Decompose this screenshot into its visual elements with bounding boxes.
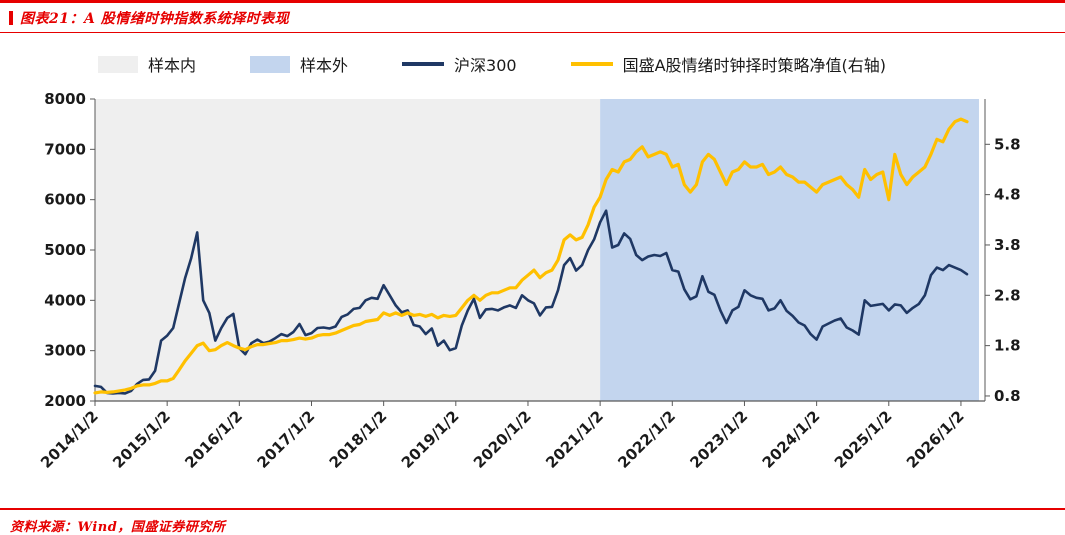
strategy-nav-swatch	[570, 62, 613, 66]
x-axis-tick-label: 2018/1/2	[326, 407, 391, 472]
source-note: 资料来源：Wind，国盛证券研究所	[10, 520, 226, 535]
title-accent-bar	[9, 11, 13, 25]
figure-title: 图表21：A 股情绪时钟指数系统择时表现	[20, 11, 290, 27]
legend-label: 沪深300	[454, 56, 517, 75]
timing-performance-chart: 2000 3000 4000 5000 6000 7000 8000 0.8 1.8 2.8 3.8…	[37, 90, 1021, 472]
left-axis-tick-label: 5000	[44, 241, 86, 259]
x-axis-tick-label: 2017/1/2	[254, 407, 319, 472]
x-axis-tick-label: 2020/1/2	[470, 407, 535, 472]
right-axis-tick-label: 2.8	[994, 286, 1021, 304]
x-axis-tick-label: 2022/1/2	[614, 407, 679, 472]
right-axis-tick-label: 3.8	[994, 236, 1021, 254]
x-axis-tick-label: 2015/1/2	[109, 407, 174, 472]
left-axis-tick-label: 3000	[44, 342, 86, 360]
left-axis-tick-label: 6000	[44, 191, 86, 209]
x-axis-tick-label: 2019/1/2	[398, 407, 463, 472]
legend-label: 样本外	[300, 56, 349, 75]
legend-item-strategy-nav: 国盛A股情绪时钟择时策略净值(右轴)	[570, 52, 887, 76]
legend-label: 样本内	[148, 56, 197, 75]
csi300-swatch	[402, 62, 445, 66]
legend-item-csi300: 沪深300	[402, 52, 517, 76]
legend-item-in-sample: 样本内	[98, 52, 196, 76]
x-axis-tick-label: 2016/1/2	[181, 407, 246, 472]
title-divider	[0, 32, 1065, 33]
legend-item-out-of-sample: 样本外	[250, 52, 348, 76]
in-sample-region	[95, 99, 601, 401]
strategy-nav-line	[93, 117, 969, 395]
x-axis-tick-label: 2023/1/2	[687, 407, 752, 472]
x-axis-tick-label: 2025/1/2	[831, 407, 896, 472]
chart-legend: 样本内 样本外 沪深300 国盛A股情绪时钟择时策略净值(右轴)	[98, 49, 1065, 79]
x-axis-tick-label: 2021/1/2	[542, 407, 607, 472]
in-sample-swatch	[98, 55, 138, 73]
x-axis-tick-label: 2014/1/2	[37, 407, 102, 472]
out-of-sample-region	[600, 99, 979, 401]
right-axis-tick-label: 0.8	[994, 387, 1021, 405]
top-divider	[0, 0, 1065, 3]
out-of-sample-swatch	[250, 55, 291, 73]
bottom-divider	[0, 508, 1065, 510]
left-axis-tick-label: 8000	[44, 90, 86, 108]
right-axis-tick-label: 4.8	[994, 186, 1021, 204]
x-axis-tick-label: 2026/1/2	[903, 407, 968, 472]
left-axis-tick-label: 2000	[44, 392, 86, 410]
left-axis-tick-label: 4000	[44, 291, 86, 309]
left-axis-tick-label: 7000	[44, 140, 86, 158]
right-axis-tick-label: 1.8	[994, 337, 1021, 355]
legend-label: 国盛A股情绪时钟择时策略净值(右轴)	[622, 56, 887, 75]
figure-title-row: 图表21：A 股情绪时钟指数系统择时表现	[0, 3, 1065, 32]
right-axis-tick-label: 5.8	[994, 135, 1021, 153]
x-axis-tick-label: 2024/1/2	[759, 407, 824, 472]
